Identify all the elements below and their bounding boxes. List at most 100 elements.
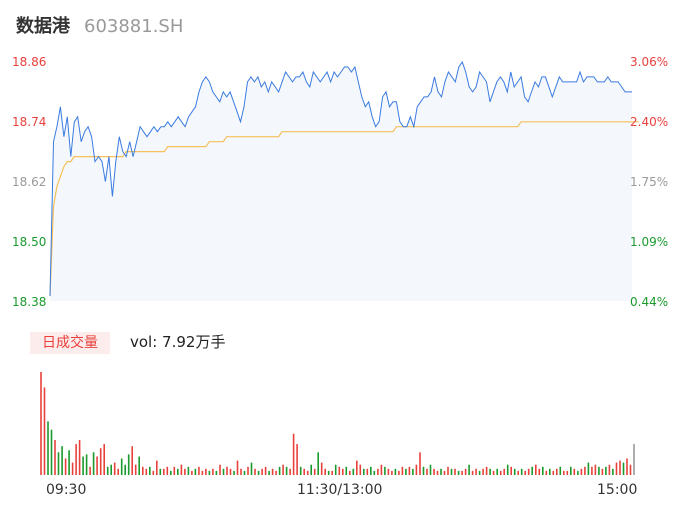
- volume-bar: [580, 468, 583, 475]
- volume-bar: [247, 466, 249, 475]
- title-row: 数据港 603881.SH: [16, 12, 183, 40]
- volume-bar: [85, 454, 88, 475]
- stock-code: 603881.SH: [84, 16, 184, 37]
- volume-bar: [422, 466, 425, 475]
- volume-bar: [177, 468, 179, 475]
- volume-bar: [106, 466, 109, 475]
- volume-bar: [587, 462, 590, 475]
- volume-bar: [377, 468, 379, 475]
- volume-bar: [633, 444, 635, 475]
- volume-bar: [212, 468, 214, 475]
- volume-bar: [573, 468, 576, 475]
- volume-bar: [342, 468, 344, 475]
- volume-bar: [468, 464, 470, 475]
- volume-bar: [626, 458, 628, 475]
- volume-bar: [556, 468, 558, 475]
- volume-bar: [145, 468, 148, 475]
- volume-bar: [173, 466, 176, 475]
- volume-bar: [535, 464, 537, 475]
- volume-bar: [394, 468, 397, 475]
- volume-bar: [240, 468, 242, 475]
- volume-bar: [278, 466, 281, 475]
- volume-bar: [464, 468, 467, 475]
- volume-bar: [384, 466, 386, 475]
- volume-bar: [187, 466, 190, 475]
- volume-bar: [443, 470, 446, 475]
- volume-bar: [222, 468, 225, 475]
- volume-bar: [356, 460, 358, 475]
- volume-bar: [598, 466, 600, 475]
- volume-bar: [408, 466, 411, 475]
- volume-bar: [566, 470, 569, 475]
- volume-bar: [447, 466, 449, 475]
- avg-price-line: [49, 121, 639, 297]
- volume-bar: [68, 450, 70, 475]
- volume-bar: [615, 462, 618, 475]
- volume-bar: [327, 470, 330, 475]
- volume-bar: [64, 458, 67, 475]
- volume-bar: [43, 387, 46, 475]
- volume-bar: [170, 470, 172, 475]
- volume-bar: [40, 372, 42, 475]
- y-tick-right: 1.09%: [630, 235, 669, 249]
- volume-bar: [352, 468, 355, 475]
- x-tick-close: 15:00: [597, 482, 638, 498]
- volume-bar: [324, 468, 326, 475]
- volume-bar: [201, 470, 204, 475]
- volume-bar: [359, 464, 362, 475]
- volume-bar: [552, 470, 555, 475]
- volume-bar: [191, 470, 193, 475]
- volume-bar: [419, 452, 421, 475]
- volume-bar: [527, 468, 530, 475]
- volume-bar: [215, 470, 218, 475]
- y-tick-right: 2.40%: [630, 115, 669, 129]
- volume-bar: [591, 466, 593, 475]
- volume-bar: [113, 462, 116, 475]
- volume-bar: [226, 466, 228, 475]
- volume-bar: [219, 464, 221, 475]
- volume-tag: 日成交量: [30, 332, 110, 354]
- volume-bar: [233, 470, 235, 475]
- y-tick-left: 18.62: [12, 175, 47, 189]
- volume-bar: [531, 466, 533, 475]
- volume-bar: [492, 470, 495, 475]
- volume-bar: [254, 468, 256, 475]
- volume-bar: [608, 464, 611, 475]
- volume-bar: [292, 433, 295, 475]
- volume-bar: [426, 468, 428, 475]
- volume-bar: [306, 470, 309, 475]
- volume-bar: [478, 470, 481, 475]
- volume-bar: [457, 470, 460, 475]
- volume-bar: [138, 456, 140, 475]
- volume-bar: [387, 468, 390, 475]
- volume-bar: [538, 468, 541, 475]
- volume-bar: [159, 468, 162, 475]
- volume-bar: [194, 468, 197, 475]
- volume-bar: [391, 470, 393, 475]
- y-tick-right: 1.75%: [630, 175, 669, 189]
- volume-bar: [142, 466, 144, 475]
- volume-bar: [320, 462, 323, 475]
- volume-bar: [331, 470, 333, 475]
- volume-bar: [257, 470, 260, 475]
- x-tick-open: 09:30: [46, 482, 87, 498]
- volume-bar: [47, 421, 49, 475]
- volume-bar: [485, 466, 488, 475]
- volume-bar: [440, 468, 442, 475]
- volume-bar: [134, 464, 137, 475]
- volume-bar: [180, 464, 183, 475]
- volume-bar: [349, 470, 351, 475]
- volume-bar: [496, 468, 498, 475]
- volume-bar: [92, 452, 95, 475]
- volume-bar: [120, 458, 123, 475]
- y-tick-left: 18.74: [12, 115, 47, 129]
- volume-bar: [482, 468, 484, 475]
- volume-bar: [117, 468, 119, 475]
- y-tick-left: 18.38: [12, 295, 47, 309]
- volume-bar: [412, 468, 414, 475]
- volume-bar: [75, 444, 77, 475]
- stock-name: 数据港: [16, 16, 70, 37]
- volume-bar: [299, 466, 302, 475]
- y-tick-right: 0.44%: [630, 295, 669, 309]
